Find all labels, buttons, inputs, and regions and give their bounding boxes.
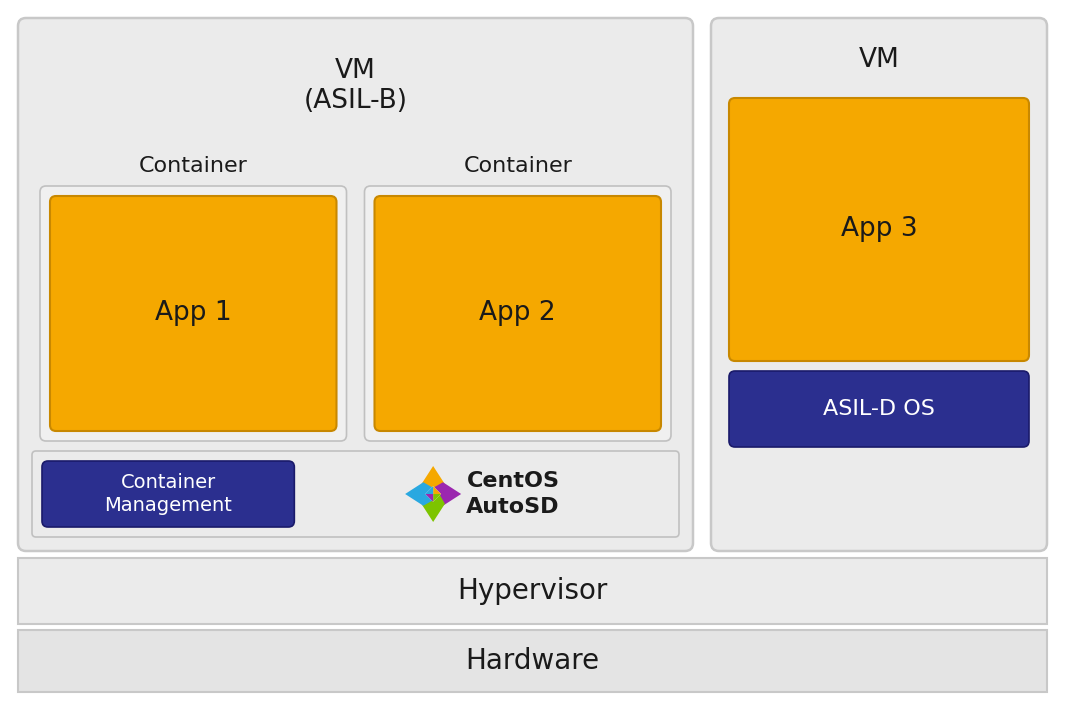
Text: App 1: App 1 bbox=[154, 300, 231, 327]
Text: Hypervisor: Hypervisor bbox=[457, 577, 608, 605]
FancyBboxPatch shape bbox=[730, 98, 1029, 361]
FancyBboxPatch shape bbox=[375, 196, 661, 431]
Text: Hardware: Hardware bbox=[465, 647, 600, 675]
Polygon shape bbox=[425, 486, 441, 502]
Text: VM: VM bbox=[858, 47, 900, 73]
FancyBboxPatch shape bbox=[40, 186, 346, 441]
Text: CentOS: CentOS bbox=[466, 471, 559, 491]
Text: VM
(ASIL-B): VM (ASIL-B) bbox=[304, 58, 408, 114]
FancyBboxPatch shape bbox=[730, 371, 1029, 447]
FancyBboxPatch shape bbox=[32, 451, 679, 537]
Text: Container: Container bbox=[138, 156, 248, 176]
Polygon shape bbox=[433, 486, 441, 494]
FancyBboxPatch shape bbox=[18, 18, 693, 551]
Polygon shape bbox=[433, 482, 461, 506]
Text: ASIL-D OS: ASIL-D OS bbox=[823, 399, 935, 419]
Polygon shape bbox=[422, 494, 445, 522]
Polygon shape bbox=[433, 494, 441, 502]
Text: App 2: App 2 bbox=[479, 300, 556, 327]
FancyBboxPatch shape bbox=[50, 196, 337, 431]
Bar bbox=[18, 558, 1047, 624]
Polygon shape bbox=[425, 494, 433, 502]
Text: App 3: App 3 bbox=[840, 216, 917, 243]
Bar bbox=[18, 630, 1047, 692]
FancyBboxPatch shape bbox=[42, 461, 294, 527]
Text: Container: Container bbox=[463, 156, 572, 176]
Polygon shape bbox=[425, 486, 433, 494]
FancyBboxPatch shape bbox=[711, 18, 1047, 551]
Text: Container
Management: Container Management bbox=[104, 473, 232, 515]
Polygon shape bbox=[422, 466, 445, 494]
Polygon shape bbox=[405, 482, 433, 506]
FancyBboxPatch shape bbox=[364, 186, 671, 441]
Text: AutoSD: AutoSD bbox=[466, 497, 560, 517]
